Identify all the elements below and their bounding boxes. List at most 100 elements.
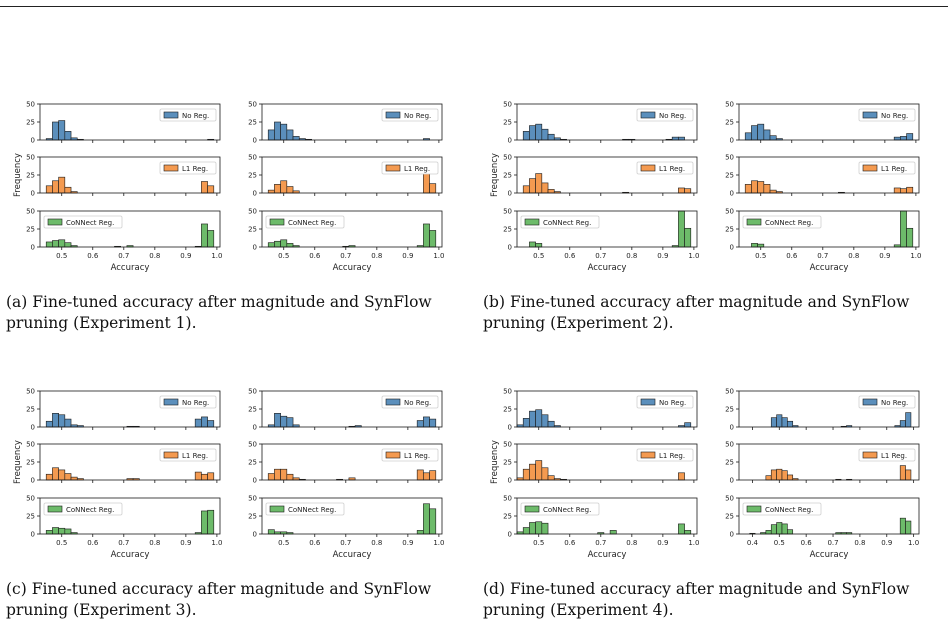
histogram-bar [541,467,549,481]
x-axis-label: Accuracy [111,550,150,560]
histogram-bar [423,416,430,428]
y-tick-label: 0 [31,137,35,145]
histogram-bar [280,123,288,141]
y-tick-label: 0 [253,244,257,252]
histogram-bar [765,475,772,481]
histogram-bar [684,188,692,194]
histogram-bar [765,530,772,535]
histogram-bar [64,242,72,248]
histogram-bar [280,468,288,481]
histogram-bar [201,181,208,194]
legend-swatch [524,218,540,226]
y-tick-label: 50 [503,208,512,216]
histogram-bar [286,473,294,481]
y-tick-label: 0 [253,137,257,145]
y-tick-label: 25 [725,459,734,467]
histogram-bar [207,230,215,248]
histogram-bar [416,469,424,481]
histogram-bar [535,521,543,535]
legend-swatch [269,505,285,513]
histogram-bar [535,409,543,428]
x-axis-label: Accuracy [333,550,372,560]
x-axis-label: Accuracy [588,263,627,273]
x-tick-label: 1.0 [211,252,222,260]
y-tick-label: 50 [503,154,512,162]
histogram-bar [757,243,765,248]
histogram-bar [201,473,208,481]
histogram-bar [547,475,555,481]
x-tick-label: 0.8 [626,252,637,260]
histogram-bar [207,472,215,481]
histogram-bar [267,129,275,141]
histogram-bar [52,121,59,141]
x-tick-label: 0.7 [817,252,828,260]
legend-swatch [746,505,762,513]
histogram-bar [201,510,208,535]
x-tick-label: 0.9 [881,539,892,547]
histogram-bar [522,185,530,194]
caption-b-line1: (b) Fine-tuned accuracy after magnitude … [483,293,910,311]
legend-label: L1 Reg. [659,452,685,460]
y-tick-label: 50 [26,101,35,109]
histogram-bar [58,239,66,248]
legend-label: CoNNect Reg. [288,506,336,514]
histogram-bar [267,529,275,535]
histogram-bar [751,125,758,141]
x-axis-label: Accuracy [810,263,849,273]
histogram-bar [906,133,914,141]
y-tick-label: 25 [503,459,512,467]
y-tick-label: 50 [725,154,734,162]
y-tick-label: 50 [725,388,734,396]
histogram-bar [547,133,555,141]
y-tick-label: 0 [508,137,512,145]
caption-a-line2: pruning (Experiment 1). [6,314,197,332]
histogram-bar [744,132,752,141]
histogram-bar [58,176,66,194]
histogram-bar [906,227,914,248]
histogram-bar [529,522,536,535]
histogram-bar [52,467,59,481]
histogram-bar [678,187,685,194]
histogram-bar [280,415,288,428]
histogram-bar [522,527,530,535]
caption-b-line2: pruning (Experiment 2). [483,314,674,332]
x-tick-label: 0.6 [801,539,813,547]
y-tick-label: 50 [248,495,257,503]
histogram-bar [423,171,430,194]
y-tick-label: 50 [26,388,35,396]
histogram-bar [541,414,549,428]
histogram-bar [770,469,777,481]
x-tick-label: 0.5 [56,252,67,260]
histogram-bar [684,530,692,535]
x-tick-label: 1.0 [908,539,919,547]
x-tick-label: 0.8 [854,539,865,547]
y-tick-label: 0 [508,190,512,198]
histogram-bar [429,508,437,535]
legend-label: L1 Reg. [881,165,907,173]
caption-a-line1: (a) Fine-tuned accuracy after magnitude … [6,293,432,311]
histogram-bar [678,136,685,141]
y-tick-label: 50 [26,495,35,503]
histogram-bar [757,181,765,194]
histogram-bar [541,128,549,141]
histogram-bar [684,422,692,428]
legend-swatch [862,398,878,406]
x-tick-label: 0.8 [371,252,382,260]
histogram-bar [429,418,437,428]
x-tick-label: 1.0 [433,539,444,547]
histogram-bar [751,243,758,248]
legend-label: CoNNect Reg. [543,219,591,227]
legend-swatch [524,505,540,513]
histogram-bar [70,476,78,481]
x-axis-label: Accuracy [810,550,849,560]
histogram-bar [535,243,543,248]
histogram-bar [194,418,202,428]
histogram-bar [280,239,288,248]
histogram-bar [535,123,543,141]
histogram-bar [58,120,66,141]
legend-label: L1 Reg. [182,452,208,460]
x-tick-label: 1.0 [688,539,699,547]
legend-label: CoNNect Reg. [765,219,813,227]
histogram-bar [423,223,430,248]
